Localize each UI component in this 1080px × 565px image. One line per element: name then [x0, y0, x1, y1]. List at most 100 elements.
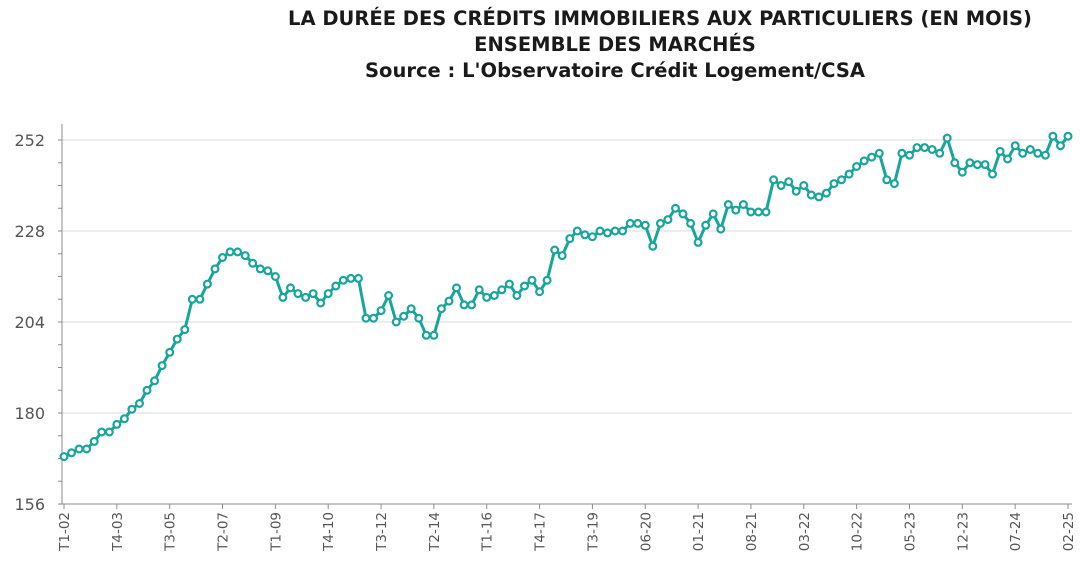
x-tick-label: T3-12 — [374, 512, 390, 552]
data-point — [482, 292, 492, 302]
x-tick-labels: T1-02 T4-03 T3-05 T2-07 T1-09 T4-10 T3-12 T2-14… — [57, 512, 1077, 552]
data-point — [497, 285, 507, 295]
data-point — [421, 330, 431, 340]
chart-title: LA DURÉE DES CRÉDITS IMMOBILIERS AUX PAR… — [288, 7, 1032, 30]
data-point — [912, 143, 922, 153]
data-point — [942, 133, 952, 143]
data-point — [361, 313, 371, 323]
data-point — [89, 436, 99, 446]
data-point — [625, 218, 635, 228]
data-point — [104, 427, 114, 437]
data-point — [255, 264, 265, 274]
data-point — [195, 294, 205, 304]
data-point — [867, 152, 877, 162]
data-point — [965, 158, 975, 168]
data-point — [535, 287, 545, 297]
data-point — [399, 311, 409, 321]
data-point — [821, 188, 831, 198]
data-point — [233, 247, 243, 257]
data-point — [859, 156, 869, 166]
data-point — [633, 218, 643, 228]
data-point — [980, 160, 990, 170]
x-tick-label: T2-14 — [427, 512, 443, 552]
data-point — [519, 281, 529, 291]
x-tick-label: 08-21 — [744, 512, 760, 551]
data-point — [225, 247, 235, 257]
data-point — [97, 427, 107, 437]
y-tick-label: 156 — [14, 495, 45, 514]
x-tick-label: 01-21 — [691, 512, 707, 551]
data-point — [202, 279, 212, 289]
data-point — [595, 226, 605, 236]
data-point — [1010, 141, 1020, 151]
data-point — [452, 283, 462, 293]
data-point — [693, 237, 703, 247]
data-point — [640, 220, 650, 230]
data-point — [316, 298, 326, 308]
data-point — [210, 264, 220, 274]
x-tick-label: 12-23 — [955, 512, 971, 551]
data-point — [761, 207, 771, 217]
data-point — [527, 275, 537, 285]
data-point — [587, 232, 597, 242]
data-point — [565, 234, 575, 244]
data-point — [127, 404, 137, 414]
data-point — [663, 215, 673, 225]
data-point — [716, 224, 726, 234]
data-point — [731, 205, 741, 215]
data-point — [135, 399, 145, 409]
data-point — [738, 200, 748, 210]
data-point — [218, 253, 228, 263]
data-point — [580, 230, 590, 240]
data-point — [263, 266, 273, 276]
data-point — [66, 448, 76, 458]
data-point — [648, 241, 658, 251]
y-tick-label: 180 — [14, 404, 45, 423]
data-point — [1055, 141, 1065, 151]
data-point — [1025, 145, 1035, 155]
data-point — [150, 376, 160, 386]
data-point — [384, 291, 394, 301]
x-tick-label: T1-09 — [268, 512, 284, 552]
x-tick-label: T2-07 — [216, 512, 232, 552]
x-tick-label: 05-23 — [902, 512, 918, 551]
x-tick-label: T3-19 — [585, 512, 601, 552]
data-point — [852, 162, 862, 172]
chart-title-block: LA DURÉE DES CRÉDITS IMMOBILIERS AUX PAR… — [0, 6, 1080, 84]
data-point — [784, 177, 794, 187]
data-point — [248, 258, 258, 268]
data-point — [1048, 131, 1058, 141]
data-point — [286, 283, 296, 293]
data-point — [1018, 148, 1028, 158]
data-point — [353, 273, 363, 283]
data-point — [874, 148, 884, 158]
data-point — [1063, 131, 1073, 141]
data-point — [950, 158, 960, 168]
data-point — [467, 300, 477, 310]
data-point — [776, 181, 786, 191]
data-point — [799, 181, 809, 191]
data-point — [889, 179, 899, 189]
data-point — [391, 317, 401, 327]
data-point — [557, 251, 567, 261]
y-tick-label: 252 — [14, 131, 45, 150]
data-point — [1040, 150, 1050, 160]
data-point — [814, 192, 824, 202]
data-point — [119, 414, 129, 424]
x-tick-label: 07-24 — [1008, 512, 1024, 551]
data-point — [935, 148, 945, 158]
series-line-group — [59, 131, 1073, 462]
data-point — [180, 325, 190, 335]
data-point — [444, 296, 454, 306]
axes — [58, 124, 1072, 509]
data-point — [972, 160, 982, 170]
data-point — [769, 175, 779, 185]
data-point — [112, 419, 122, 429]
data-point — [429, 330, 439, 340]
data-point — [301, 292, 311, 302]
data-point — [844, 169, 854, 179]
data-point — [414, 313, 424, 323]
data-point — [308, 289, 318, 299]
data-point — [512, 291, 522, 301]
